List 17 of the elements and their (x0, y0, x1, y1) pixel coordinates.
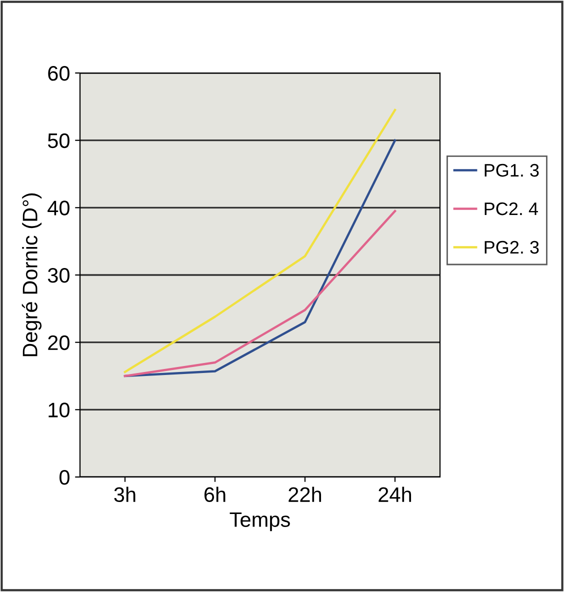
x-tick-label: 3h (114, 486, 136, 502)
legend-label: PG2. 3 (484, 240, 539, 254)
y-tick-label: 50 (48, 133, 70, 148)
x-tick-label: 6h (204, 486, 226, 502)
legend-label: PG1. 3 (484, 164, 539, 177)
y-tick-label: 40 (48, 200, 70, 216)
x-tick-label: 22h (288, 486, 322, 502)
x-tick-label: 24h (378, 486, 412, 502)
legend-label: PC2. 4 (484, 202, 538, 216)
y-tick-label: 60 (48, 66, 70, 81)
y-tick-label: 20 (48, 335, 70, 350)
y-tick-label: 0 (60, 470, 70, 485)
y-tick-label: 30 (48, 268, 70, 283)
x-axis-title: Temps (230, 512, 290, 532)
y-tick-label: 10 (48, 402, 70, 418)
y-axis-title: Degré Dornic (D°) (22, 193, 42, 356)
line-series (124, 210, 396, 378)
